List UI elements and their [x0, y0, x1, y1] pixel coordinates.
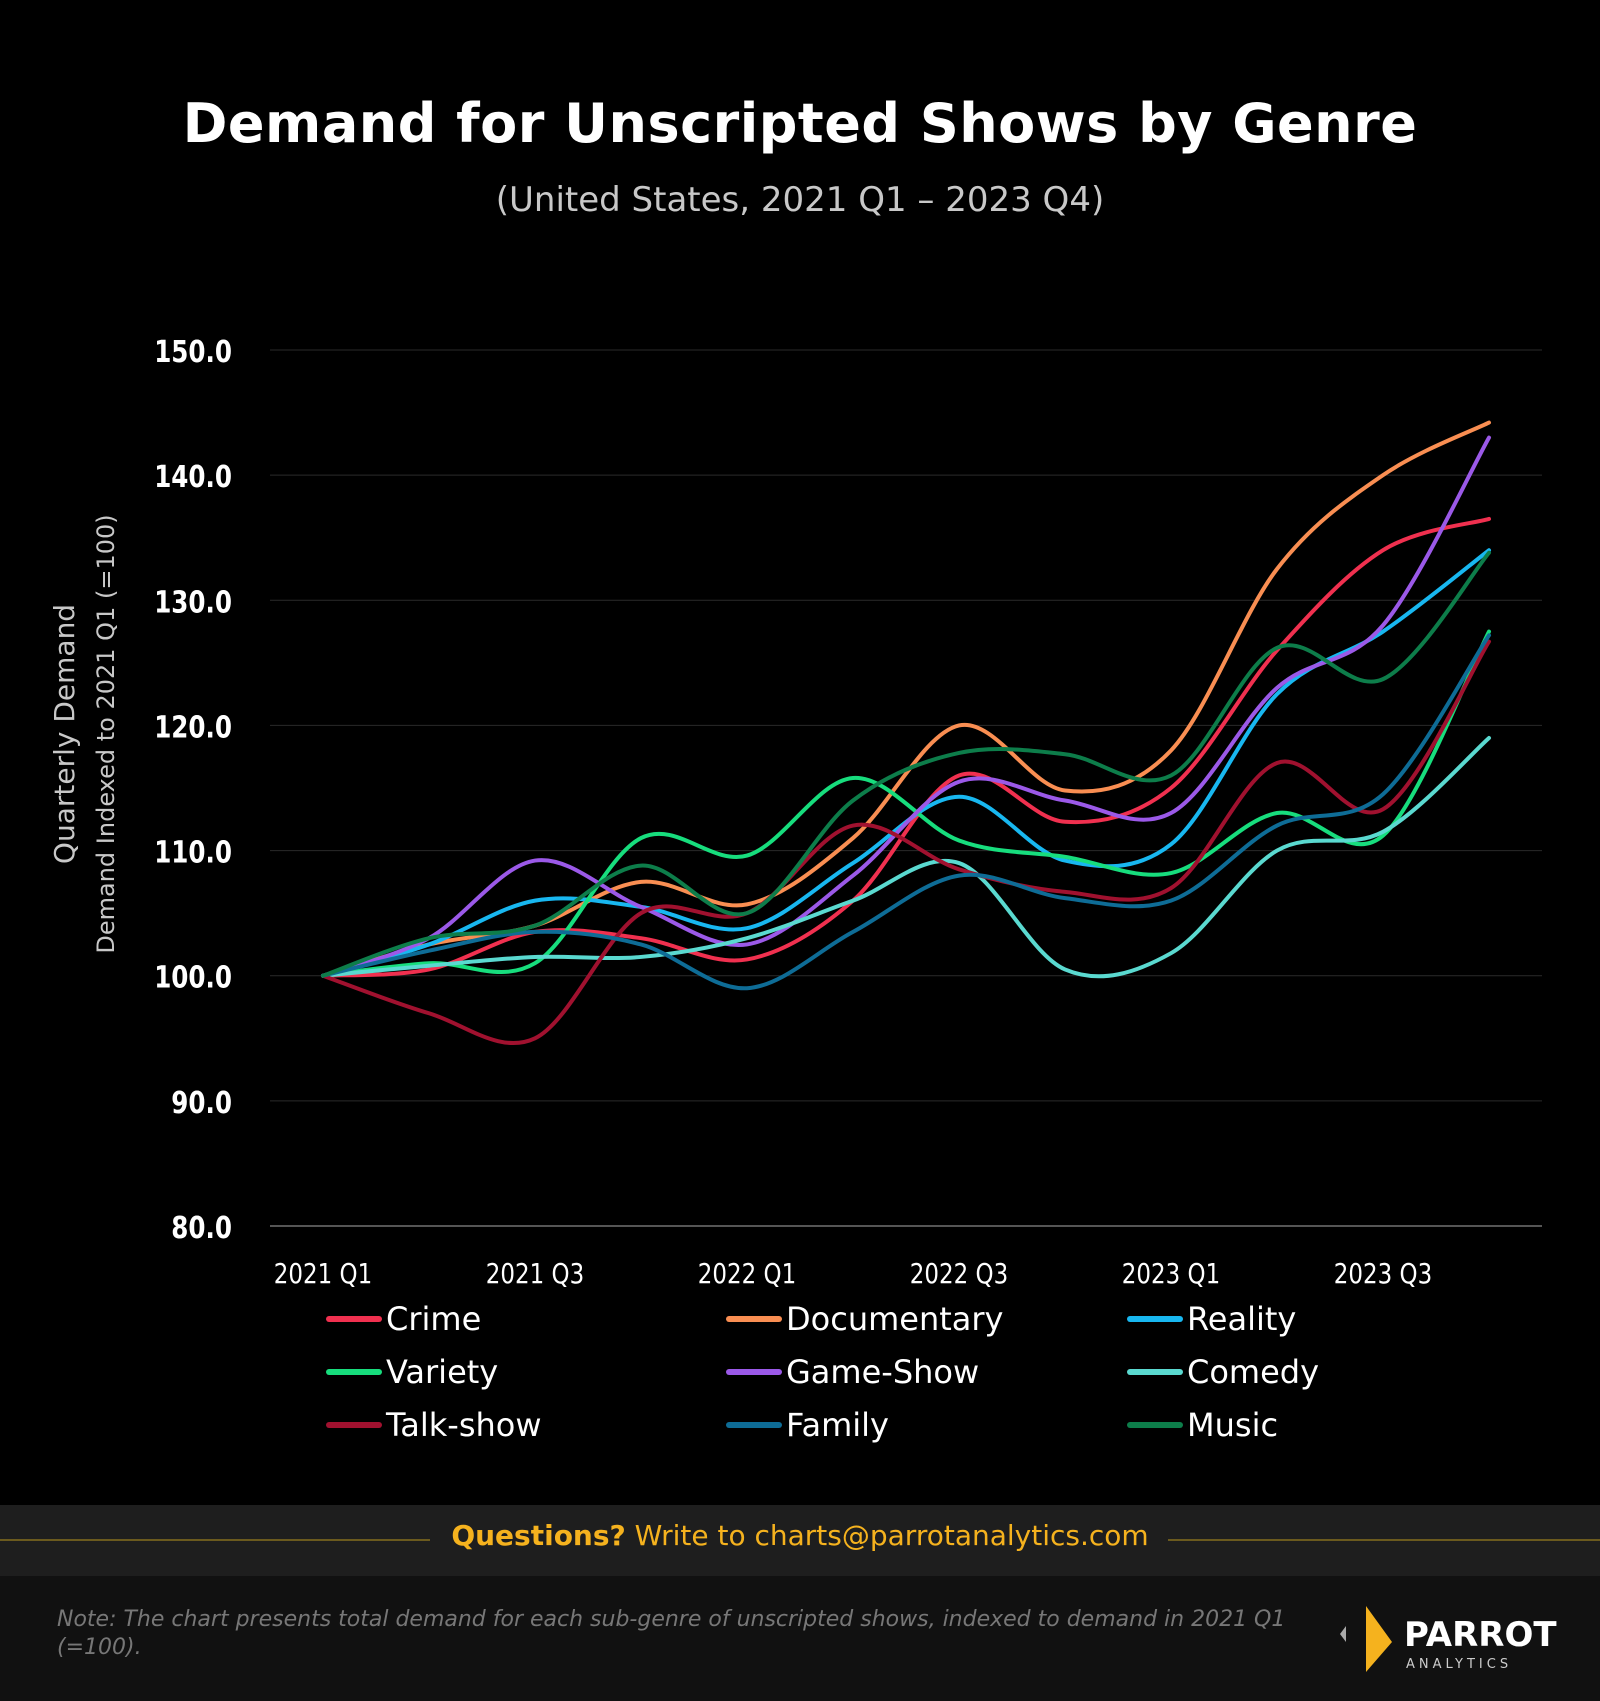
legend-item-music: Music — [1127, 1406, 1278, 1444]
legend-item-family: Family — [726, 1406, 889, 1444]
questions-band: Questions? Write to charts@parrotanalyti… — [0, 1505, 1600, 1576]
chart-note: Note: The chart presents total demand fo… — [57, 1607, 1286, 1660]
chart-subtitle: (United States, 2021 Q1 – 2023 Q4) — [495, 180, 1105, 220]
legend-item-comedy: Comedy — [1127, 1353, 1319, 1391]
legend-swatch — [326, 1422, 382, 1428]
logo-wing-icon — [1366, 1606, 1392, 1672]
legend-swatch — [326, 1369, 382, 1375]
legend-label: Music — [1187, 1406, 1279, 1444]
legend-label: Family — [786, 1406, 889, 1444]
series-line-music — [321, 550, 1491, 978]
legend-swatch — [1127, 1316, 1183, 1322]
legend-swatch — [326, 1316, 382, 1322]
y-axis-label: Quarterly Demand — [48, 604, 81, 864]
logo-subtext: ANALYTICS — [1406, 1657, 1512, 1672]
series-line-game-show — [321, 435, 1491, 978]
series-line-variety — [321, 629, 1491, 978]
y-tick-label: 110.0 — [154, 836, 232, 870]
y-tick-label: 150.0 — [154, 336, 232, 370]
chart-title: Demand for Unscripted Shows by Genre — [182, 92, 1418, 155]
y-tick-label: 130.0 — [154, 586, 232, 620]
legend-item-talk-show: Talk-show — [326, 1406, 542, 1444]
legend-swatch — [1127, 1422, 1183, 1428]
legend-label: Comedy — [1187, 1353, 1320, 1391]
line-chart: 80.0 90.0 100.0 110.0 120.0 130.0 140.0 150.0 2… — [48, 336, 1542, 1291]
series-line-reality — [321, 548, 1491, 978]
series-line-talk-show — [321, 639, 1491, 1045]
legend-swatch — [1127, 1369, 1183, 1375]
y-tick-label: 100.0 — [154, 961, 232, 995]
legend-swatch — [726, 1422, 782, 1428]
divider — [0, 1539, 430, 1541]
y-axis-sublabel: Demand Indexed to 2021 Q1 (=100) — [92, 514, 120, 953]
divider — [1168, 1539, 1600, 1541]
series-line-comedy — [321, 735, 1491, 979]
legend-item-variety: Variety — [326, 1353, 498, 1391]
x-tick-label: 2023 Q3 — [1334, 1258, 1432, 1291]
legend-swatch — [726, 1369, 782, 1375]
legend-item-crime: Crime — [326, 1300, 481, 1338]
y-tick-label: 140.0 — [154, 461, 232, 495]
contact-email-link[interactable]: Write to charts@parrotanalytics.com — [625, 1519, 1149, 1552]
logo-arrow-icon — [1340, 1626, 1346, 1642]
legend-swatch — [726, 1316, 782, 1322]
x-tick-label: 2022 Q3 — [910, 1258, 1008, 1291]
x-tick-label: 2022 Q1 — [698, 1258, 796, 1291]
y-tick-label: 90.0 — [171, 1087, 232, 1121]
x-tick-label: 2021 Q3 — [486, 1258, 584, 1291]
legend-label: Game-Show — [786, 1353, 980, 1391]
legend-label: Crime — [386, 1300, 482, 1338]
legend-item-reality: Reality — [1127, 1300, 1296, 1338]
legend-label: Talk-show — [386, 1406, 542, 1444]
logo-text: PARROT — [1404, 1615, 1557, 1655]
x-tick-label: 2021 Q1 — [274, 1258, 372, 1291]
series-line-documentary — [321, 420, 1491, 978]
y-tick-label: 120.0 — [154, 711, 232, 745]
legend-label: Reality — [1187, 1300, 1297, 1338]
parrot-analytics-logo: PARROT ANALYTICS — [1340, 1606, 1557, 1672]
legend-item-documentary: Documentary — [726, 1300, 1003, 1338]
series-line-family — [321, 633, 1491, 991]
series-line-crime — [321, 516, 1491, 978]
questions-label: Questions? — [451, 1519, 626, 1552]
legend-item-game-show: Game-Show — [726, 1353, 979, 1391]
legend-label: Documentary — [786, 1300, 1004, 1338]
x-tick-label: 2023 Q1 — [1122, 1258, 1220, 1291]
y-tick-label: 80.0 — [171, 1212, 232, 1246]
legend-label: Variety — [386, 1353, 499, 1391]
